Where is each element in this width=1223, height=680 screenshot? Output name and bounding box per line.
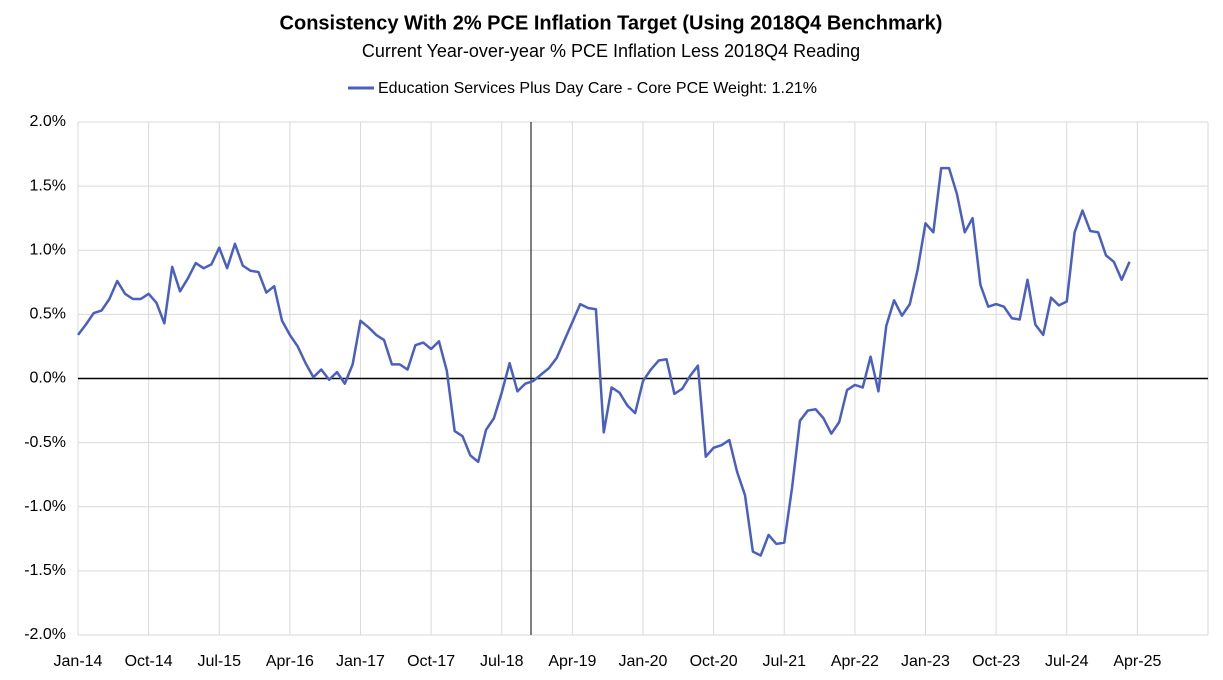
x-tick-label: Jan-14 [54, 653, 103, 670]
y-tick-label: -1.5% [24, 562, 66, 579]
y-tick-label: 0.0% [30, 370, 66, 387]
y-tick-label: -2.0% [24, 626, 66, 643]
x-tick-label: Jan-17 [336, 653, 385, 670]
y-tick-label: 0.5% [30, 306, 66, 323]
y-tick-label: 2.0% [30, 113, 66, 130]
x-tick-label: Apr-19 [548, 653, 596, 670]
x-tick-label: Jul-21 [762, 653, 806, 670]
y-tick-label: -1.0% [24, 498, 66, 515]
x-tick-label: Apr-16 [266, 653, 314, 670]
x-tick-label: Jan-20 [619, 653, 668, 670]
x-tick-label: Jul-24 [1045, 653, 1089, 670]
legend-label: Education Services Plus Day Care - Core … [378, 80, 817, 97]
chart-title: Consistency With 2% PCE Inflation Target… [280, 12, 943, 34]
chart-subtitle: Current Year-over-year % PCE Inflation L… [362, 41, 860, 61]
x-tick-label: Jul-18 [480, 653, 524, 670]
y-tick-label: 1.5% [30, 177, 66, 194]
x-tick-label: Oct-20 [690, 653, 738, 670]
y-tick-label: 1.0% [30, 241, 66, 258]
x-tick-label: Apr-25 [1113, 653, 1161, 670]
x-tick-label: Oct-14 [125, 653, 173, 670]
x-tick-label: Oct-23 [972, 653, 1020, 670]
y-tick-label: -0.5% [24, 434, 66, 451]
x-tick-label: Jan-23 [901, 653, 950, 670]
x-tick-label: Oct-17 [407, 653, 455, 670]
data-line [77, 166, 1131, 557]
x-tick-label: Jul-15 [197, 653, 241, 670]
x-tick-label: Apr-22 [831, 653, 879, 670]
